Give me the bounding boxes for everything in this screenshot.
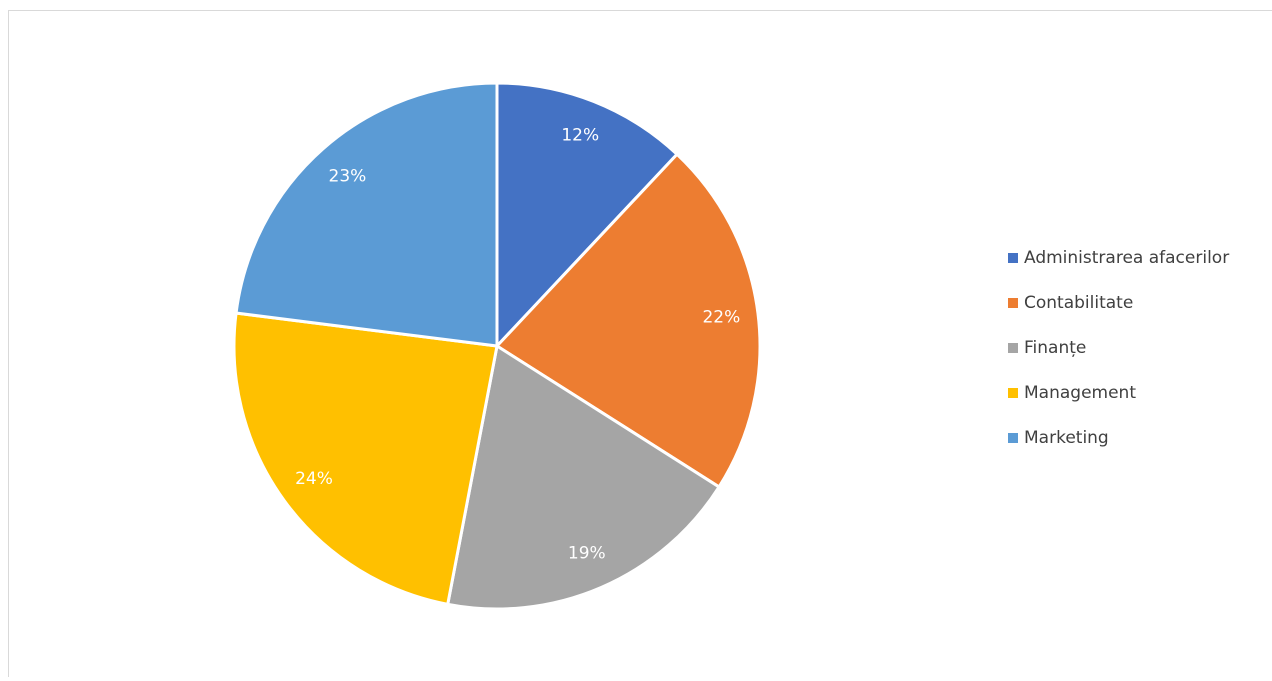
legend-label: Contabilitate xyxy=(1024,293,1133,313)
legend-swatch xyxy=(1008,343,1018,353)
legend-label: Administrarea afacerilor xyxy=(1024,248,1229,268)
legend-label: Finanțe xyxy=(1024,338,1086,358)
legend-label: Management xyxy=(1024,383,1136,403)
legend-swatch xyxy=(1008,298,1018,308)
data-label: 19% xyxy=(568,544,606,564)
data-label: 24% xyxy=(295,469,333,489)
legend-swatch xyxy=(1008,388,1018,398)
legend-label: Marketing xyxy=(1024,428,1109,448)
legend-swatch xyxy=(1008,433,1018,443)
data-label: 12% xyxy=(561,126,599,146)
legend-swatch xyxy=(1008,253,1018,263)
data-label: 22% xyxy=(702,308,740,328)
data-label: 23% xyxy=(329,166,367,186)
